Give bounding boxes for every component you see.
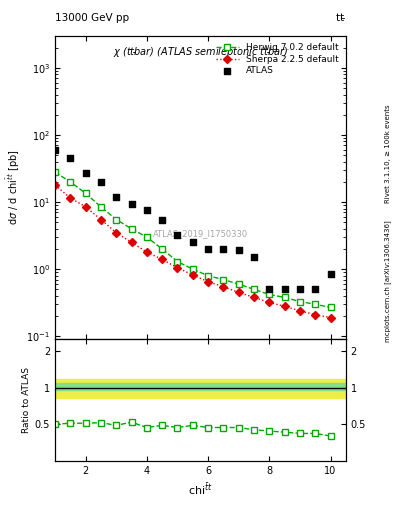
Herwig 7.0.2 default	[267, 291, 272, 297]
Line: Sherpa 2.2.5 default: Sherpa 2.2.5 default	[52, 182, 333, 321]
Text: 13000 GeV pp: 13000 GeV pp	[55, 13, 129, 23]
X-axis label: chi$^{\bar{t}t}$: chi$^{\bar{t}t}$	[188, 481, 213, 497]
Sherpa 2.2.5 default	[83, 204, 88, 210]
Herwig 7.0.2 default	[175, 259, 180, 265]
Herwig 7.0.2 default	[145, 234, 149, 240]
Bar	[55, 379, 346, 397]
ATLAS	[174, 231, 181, 240]
Herwig 7.0.2 default	[328, 304, 333, 310]
Text: $\chi$ (tt$\bar{}$bar) (ATLAS semileptonic tt$\bar{}$bar): $\chi$ (tt$\bar{}$bar) (ATLAS semilepton…	[113, 45, 288, 59]
Sherpa 2.2.5 default	[236, 289, 241, 295]
Herwig 7.0.2 default	[313, 301, 318, 307]
Sherpa 2.2.5 default	[129, 240, 134, 246]
Line: Herwig 7.0.2 default: Herwig 7.0.2 default	[52, 169, 333, 310]
ATLAS	[281, 285, 288, 293]
Sherpa 2.2.5 default	[298, 308, 302, 314]
Herwig 7.0.2 default	[83, 190, 88, 197]
Text: ATLAS_2019_I1750330: ATLAS_2019_I1750330	[153, 229, 248, 238]
Sherpa 2.2.5 default	[145, 249, 149, 255]
ATLAS	[205, 245, 211, 253]
Y-axis label: Ratio to ATLAS: Ratio to ATLAS	[22, 367, 31, 433]
Sherpa 2.2.5 default	[99, 217, 103, 223]
Sherpa 2.2.5 default	[191, 272, 195, 278]
ATLAS	[83, 169, 89, 177]
Sherpa 2.2.5 default	[221, 284, 226, 290]
Herwig 7.0.2 default	[206, 272, 210, 279]
Herwig 7.0.2 default	[282, 294, 287, 301]
Text: Rivet 3.1.10, ≥ 100k events: Rivet 3.1.10, ≥ 100k events	[385, 104, 391, 203]
ATLAS	[235, 246, 242, 254]
ATLAS	[129, 200, 135, 208]
Herwig 7.0.2 default	[236, 281, 241, 287]
Herwig 7.0.2 default	[221, 276, 226, 283]
Herwig 7.0.2 default	[129, 226, 134, 232]
Sherpa 2.2.5 default	[114, 229, 119, 236]
Sherpa 2.2.5 default	[53, 182, 57, 188]
Herwig 7.0.2 default	[191, 266, 195, 272]
ATLAS	[327, 270, 334, 278]
ATLAS	[266, 285, 272, 293]
ATLAS	[52, 146, 58, 154]
Sherpa 2.2.5 default	[328, 314, 333, 321]
Herwig 7.0.2 default	[53, 169, 57, 175]
Herwig 7.0.2 default	[114, 217, 119, 223]
ATLAS	[144, 206, 150, 215]
Sherpa 2.2.5 default	[282, 303, 287, 309]
Sherpa 2.2.5 default	[175, 265, 180, 271]
Herwig 7.0.2 default	[298, 298, 302, 305]
Bar	[55, 382, 346, 391]
Sherpa 2.2.5 default	[313, 312, 318, 318]
Sherpa 2.2.5 default	[206, 279, 210, 285]
ATLAS	[297, 285, 303, 293]
Herwig 7.0.2 default	[99, 204, 103, 210]
ATLAS	[220, 245, 226, 253]
Text: tt$\bar{}$: tt$\bar{}$	[335, 11, 346, 23]
Sherpa 2.2.5 default	[160, 257, 165, 263]
Sherpa 2.2.5 default	[68, 195, 73, 201]
Text: mcplots.cern.ch [arXiv:1306.3436]: mcplots.cern.ch [arXiv:1306.3436]	[384, 221, 391, 343]
ATLAS	[159, 216, 165, 224]
ATLAS	[190, 239, 196, 247]
Sherpa 2.2.5 default	[267, 300, 272, 306]
ATLAS	[113, 193, 119, 201]
Herwig 7.0.2 default	[252, 286, 256, 292]
Legend: Herwig 7.0.2 default, Sherpa 2.2.5 default, ATLAS: Herwig 7.0.2 default, Sherpa 2.2.5 defau…	[213, 40, 342, 78]
Y-axis label: d$\sigma$ / d chi$^{\bar{t}t}$ [pb]: d$\sigma$ / d chi$^{\bar{t}t}$ [pb]	[5, 150, 22, 225]
ATLAS	[251, 253, 257, 262]
Herwig 7.0.2 default	[160, 246, 165, 252]
ATLAS	[312, 285, 318, 293]
Herwig 7.0.2 default	[68, 179, 73, 185]
Sherpa 2.2.5 default	[252, 294, 256, 301]
ATLAS	[67, 154, 73, 162]
ATLAS	[98, 178, 104, 186]
